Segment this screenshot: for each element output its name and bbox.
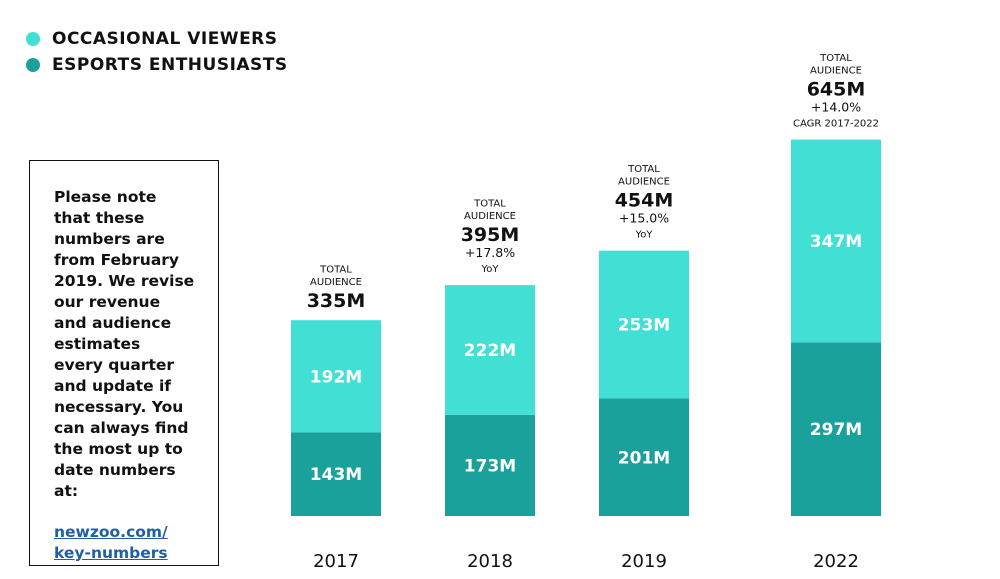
total-growth-2018: +17.8% — [465, 245, 515, 260]
legend-swatch-occasional — [26, 32, 40, 46]
total-header-2018-1: AUDIENCE — [464, 211, 516, 222]
legend-item-occasional-viewers: OCCASIONAL VIEWERS — [26, 26, 288, 52]
total-note-2018: YoY — [480, 264, 499, 275]
total-header-2022-1: AUDIENCE — [810, 66, 862, 77]
bar-enthusiasts-2022 — [791, 342, 881, 516]
bar-label-enthusiasts-2019: 201M — [618, 448, 670, 468]
total-growth-2019: +15.0% — [619, 211, 669, 226]
legend: OCCASIONAL VIEWERS ESPORTS ENTHUSIASTS — [26, 26, 288, 78]
bar-occasional-2017 — [291, 320, 381, 433]
total-header-2018-0: TOTAL — [473, 199, 506, 210]
bar-label-occasional-2022: 347M — [810, 232, 862, 252]
total-value-2019: 454M — [615, 190, 674, 212]
total-value-2022: 645M — [807, 79, 866, 101]
bar-occasional-2022 — [791, 139, 881, 343]
total-note-2022: CAGR 2017-2022 — [793, 119, 879, 130]
legend-item-esports-enthusiasts: ESPORTS ENTHUSIASTS — [26, 52, 288, 78]
total-value-2018: 395M — [461, 224, 520, 246]
total-header-2022-0: TOTAL — [819, 53, 852, 64]
legend-label-enthusiasts: ESPORTS ENTHUSIASTS — [52, 55, 288, 75]
bar-label-occasional-2019: 253M — [618, 316, 670, 336]
note-box: Please note that these numbers are from … — [29, 160, 219, 566]
note-text: Please note that these numbers are from … — [54, 188, 195, 500]
bar-label-occasional-2017: 192M — [310, 367, 362, 387]
total-growth-2022: +14.0% — [811, 100, 861, 115]
bar-label-occasional-2018: 222M — [464, 341, 516, 361]
x-tick-label-2019: 2019 — [621, 551, 667, 572]
bar-enthusiasts-2017 — [291, 432, 381, 516]
bar-label-enthusiasts-2022: 297M — [810, 420, 862, 440]
total-note-2019: YoY — [634, 230, 653, 241]
total-header-2017-1: AUDIENCE — [310, 277, 362, 288]
x-tick-label-2022: 2022 — [813, 551, 859, 572]
x-tick-label-2018: 2018 — [467, 551, 513, 572]
bar-occasional-2018 — [445, 285, 535, 415]
newzoo-key-numbers-link[interactable]: newzoo.com/ key-numbers — [54, 523, 168, 562]
legend-swatch-enthusiasts — [26, 58, 40, 72]
total-header-2019-0: TOTAL — [627, 164, 660, 175]
total-header-2019-1: AUDIENCE — [618, 177, 670, 188]
bar-enthusiasts-2018 — [445, 414, 535, 516]
total-value-2017: 335M — [307, 290, 366, 312]
legend-label-occasional: OCCASIONAL VIEWERS — [52, 29, 278, 49]
total-header-2017-0: TOTAL — [319, 265, 352, 276]
x-tick-label-2017: 2017 — [313, 551, 359, 572]
bar-enthusiasts-2019 — [599, 398, 689, 516]
bar-occasional-2019 — [599, 250, 689, 399]
bar-label-enthusiasts-2018: 173M — [464, 456, 516, 476]
bar-label-enthusiasts-2017: 143M — [310, 465, 362, 485]
